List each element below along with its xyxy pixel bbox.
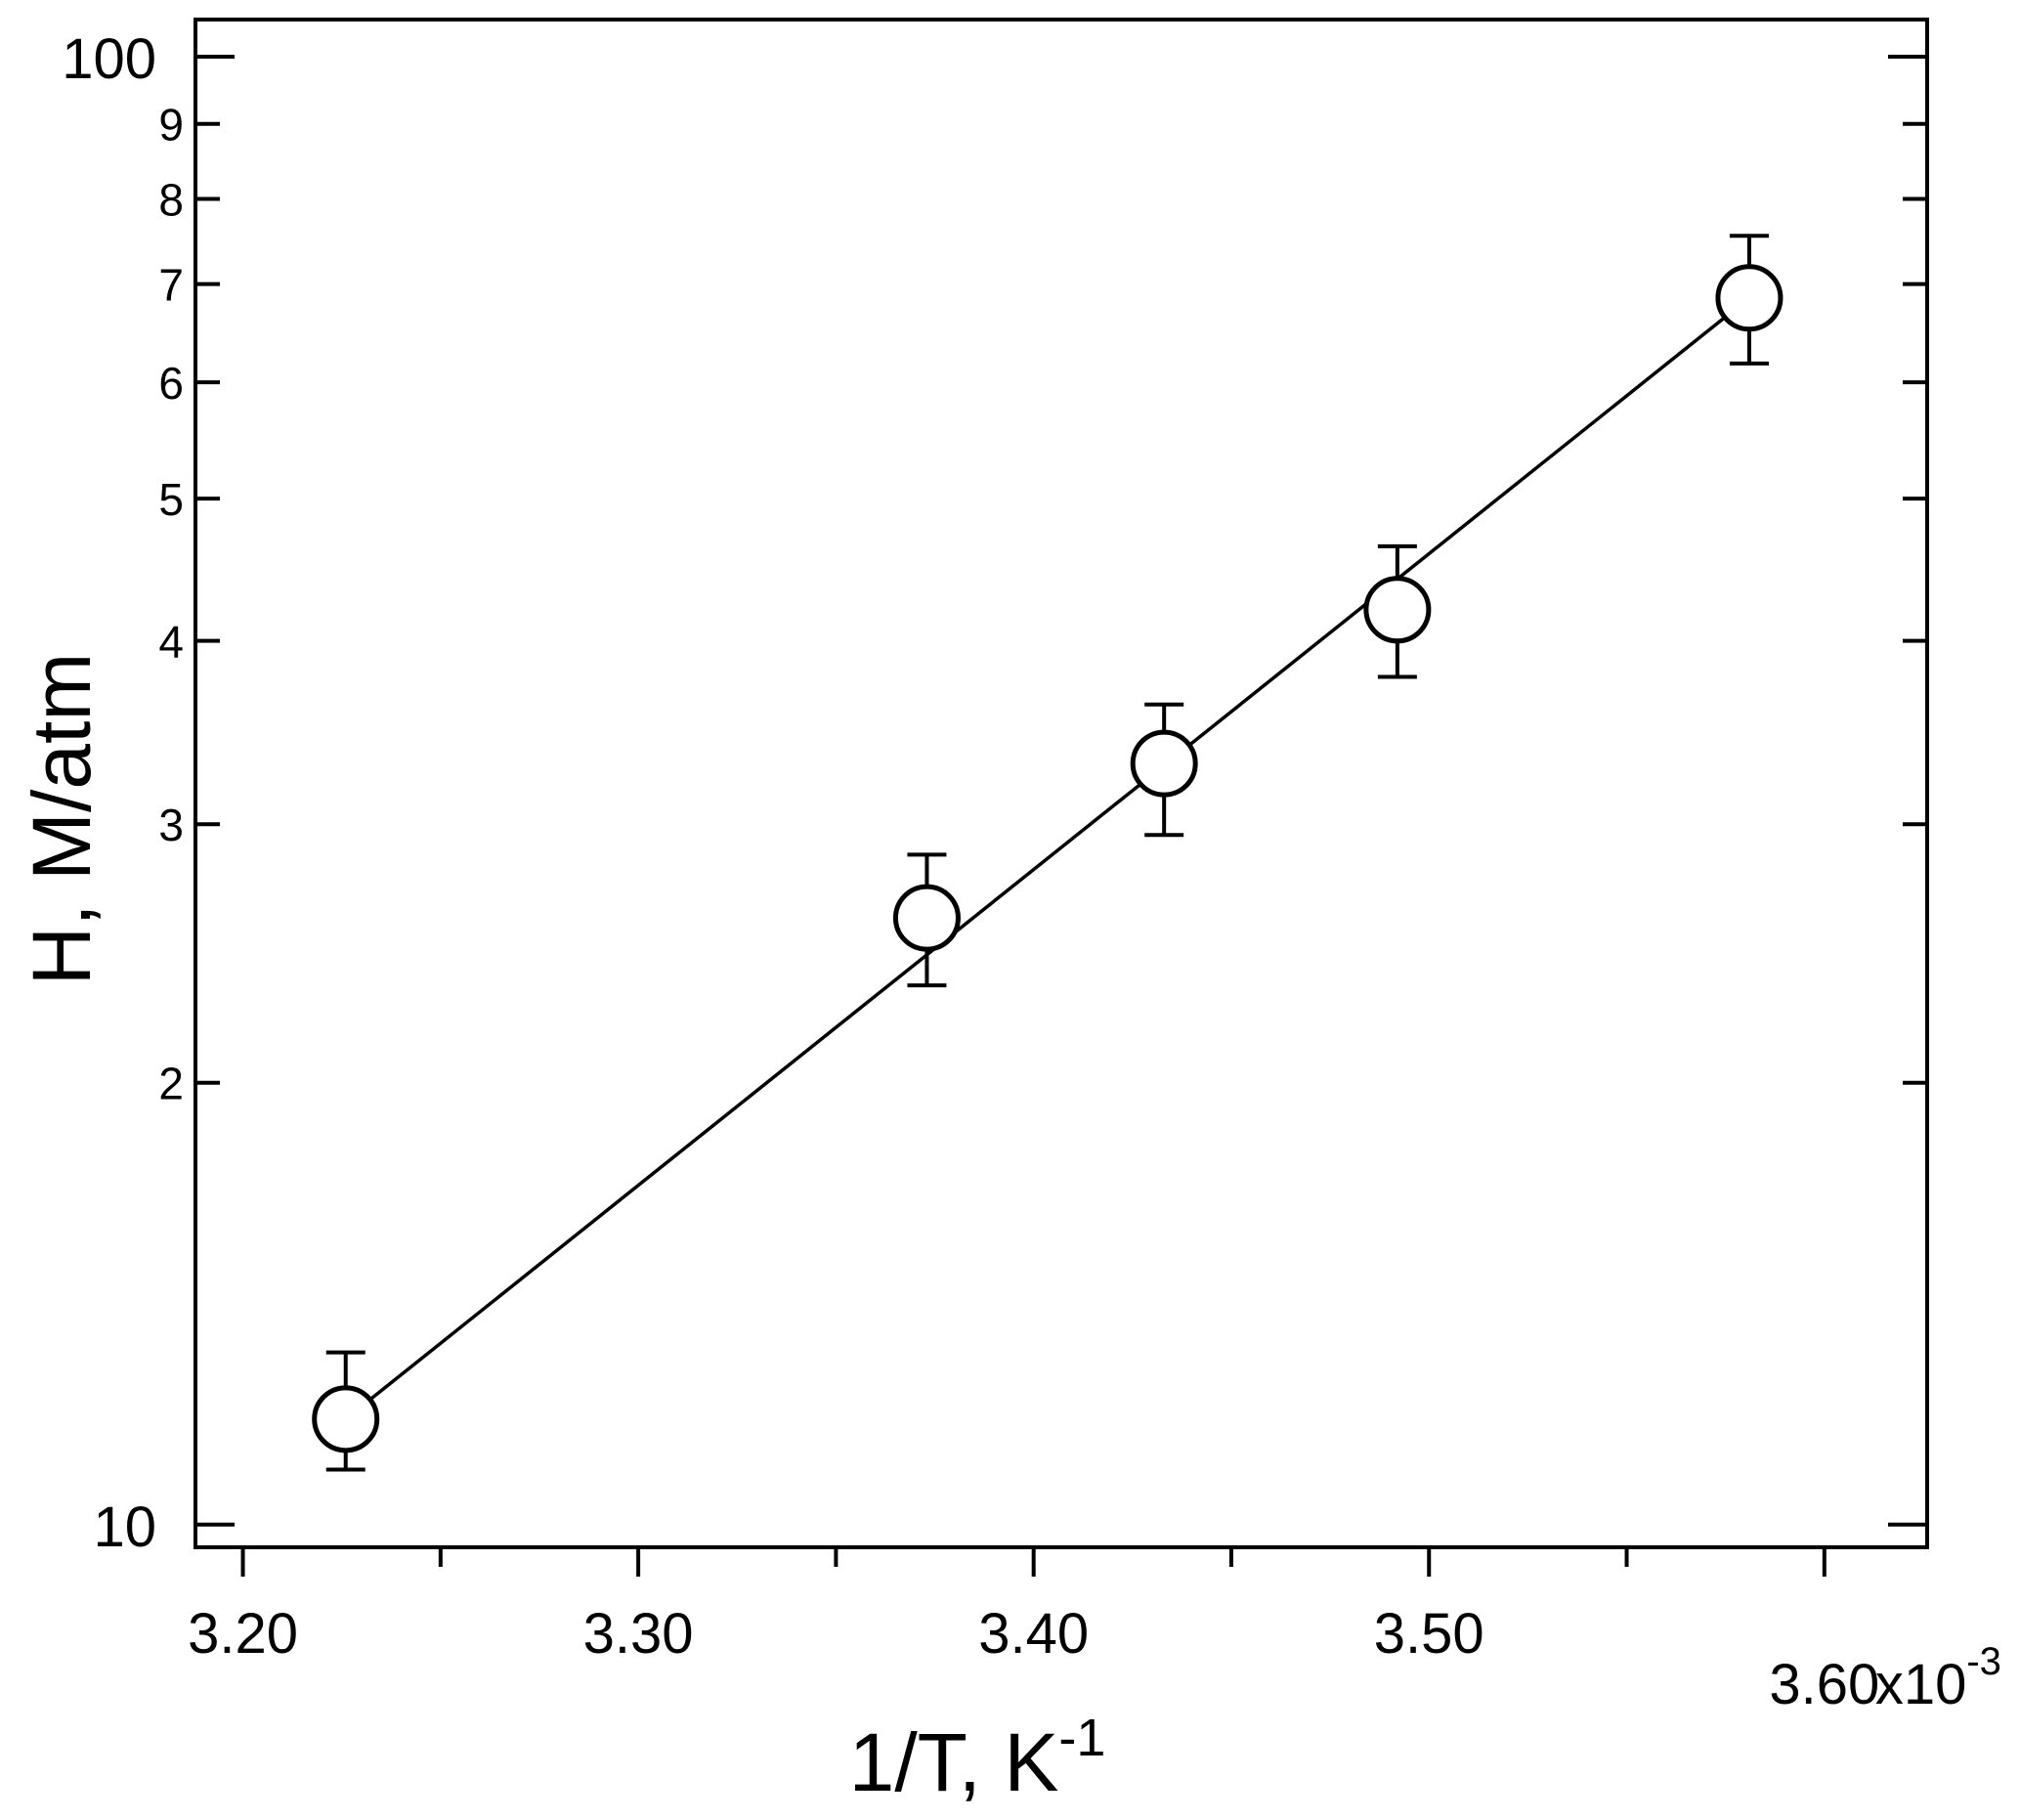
x-axis-label-superscript: -1: [1058, 1709, 1105, 1767]
x-multiplier-superscript: -3: [1966, 1640, 2001, 1683]
data-point: [1363, 576, 1432, 644]
y-major-tick-label: 100: [62, 27, 156, 91]
y-minor-tick-label: 4: [158, 617, 184, 668]
plot-frame: [193, 18, 1929, 1549]
x-axis-ticks: [240, 1547, 1827, 1577]
y-minor-tick-label: 3: [158, 800, 184, 850]
data-point: [1715, 264, 1784, 332]
data-point: [1130, 729, 1198, 798]
y-minor-tick-label: 6: [158, 358, 184, 409]
y-minor-tick-label: 7: [158, 260, 184, 311]
x-tick-label: 3.40: [978, 1602, 1089, 1666]
x-multiplier-label: x10-3: [1875, 1640, 2001, 1716]
x-axis-label: 1/T, K-1: [849, 1709, 1106, 1808]
y-minor-tick-label: 8: [158, 175, 184, 226]
x-multiplier-text: x10: [1875, 1653, 1967, 1716]
data-point: [312, 1385, 380, 1453]
y-minor-tick-label: 9: [158, 100, 184, 151]
y-axis-label: H, M/atm: [16, 653, 107, 986]
y-major-tick-label: 10: [93, 1495, 156, 1559]
data-point: [892, 884, 961, 952]
fit-line: [344, 296, 1751, 1421]
x-tick-label: 3.60: [1769, 1653, 1879, 1716]
y-minor-tick-label: 2: [158, 1059, 184, 1109]
x-tick-label: 3.50: [1374, 1602, 1484, 1666]
x-tick-label: 3.20: [188, 1602, 298, 1666]
y-minor-tick-label: 5: [158, 474, 184, 525]
y-axis-ticks: [195, 55, 1927, 1527]
data-points-layer: [312, 234, 1784, 1472]
fit-line-layer: [344, 296, 1751, 1421]
x-tick-label: 3.30: [583, 1602, 694, 1666]
